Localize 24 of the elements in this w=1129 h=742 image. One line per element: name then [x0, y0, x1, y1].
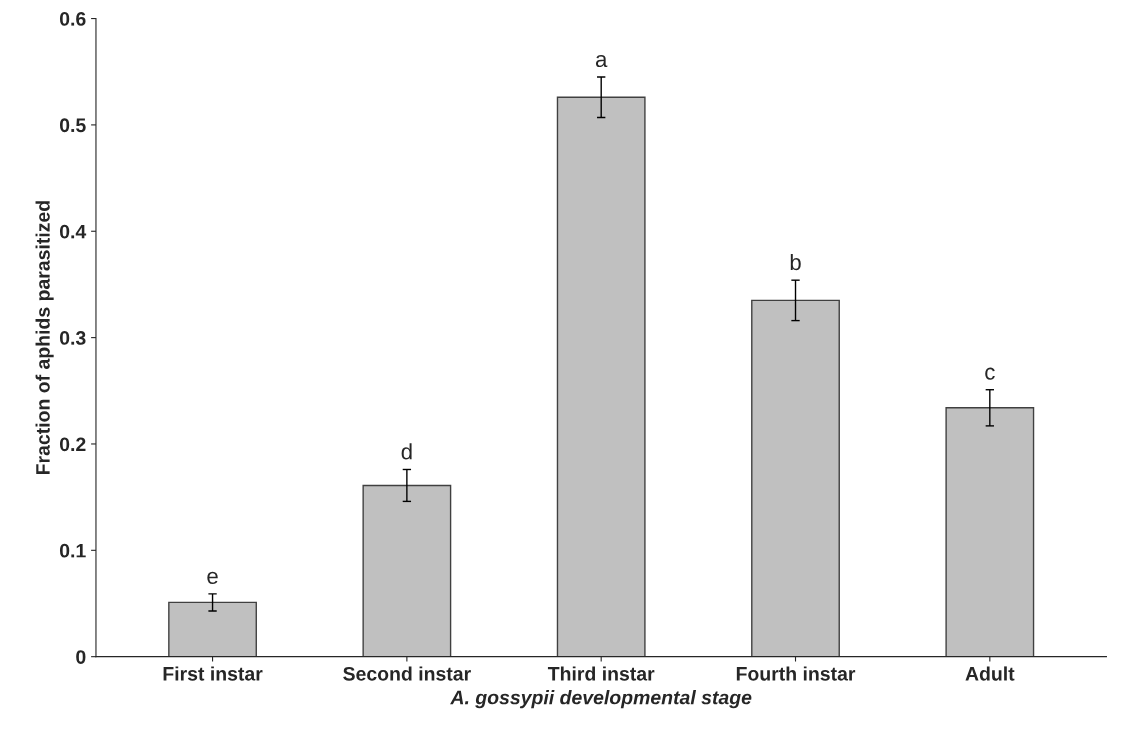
bar	[751, 299, 840, 657]
y-tick-label: 0.2	[59, 437, 86, 452]
annotation: d	[401, 443, 412, 460]
bar	[362, 484, 452, 657]
bar	[168, 601, 257, 657]
annotation: a	[595, 54, 608, 68]
x-tick-label: Fourth instar	[736, 666, 856, 681]
y-axis-title: Fraction of aphids parasitized	[35, 201, 54, 475]
annotation: b	[790, 253, 801, 271]
y-tick-label: 0.4	[59, 224, 87, 239]
x-tick-label: First instar	[163, 666, 263, 681]
x-axis-title: A. gossypii developmental stage	[450, 690, 752, 709]
y-tick-label: 0.5	[59, 118, 86, 133]
bar	[945, 407, 1035, 657]
annotation: c	[985, 367, 995, 380]
y-tick-label: 0.3	[59, 331, 86, 345]
x-tick-label: Second instar	[343, 666, 471, 681]
x-tick-label: Third instar	[547, 666, 655, 681]
annotation: e	[207, 571, 218, 584]
bar	[556, 96, 646, 657]
y-tick-label: 0.6	[59, 12, 86, 26]
y-tick-label: 0.1	[59, 543, 86, 558]
y-tick-label: 0	[76, 650, 86, 664]
x-tick-label: Adult	[965, 666, 1015, 681]
